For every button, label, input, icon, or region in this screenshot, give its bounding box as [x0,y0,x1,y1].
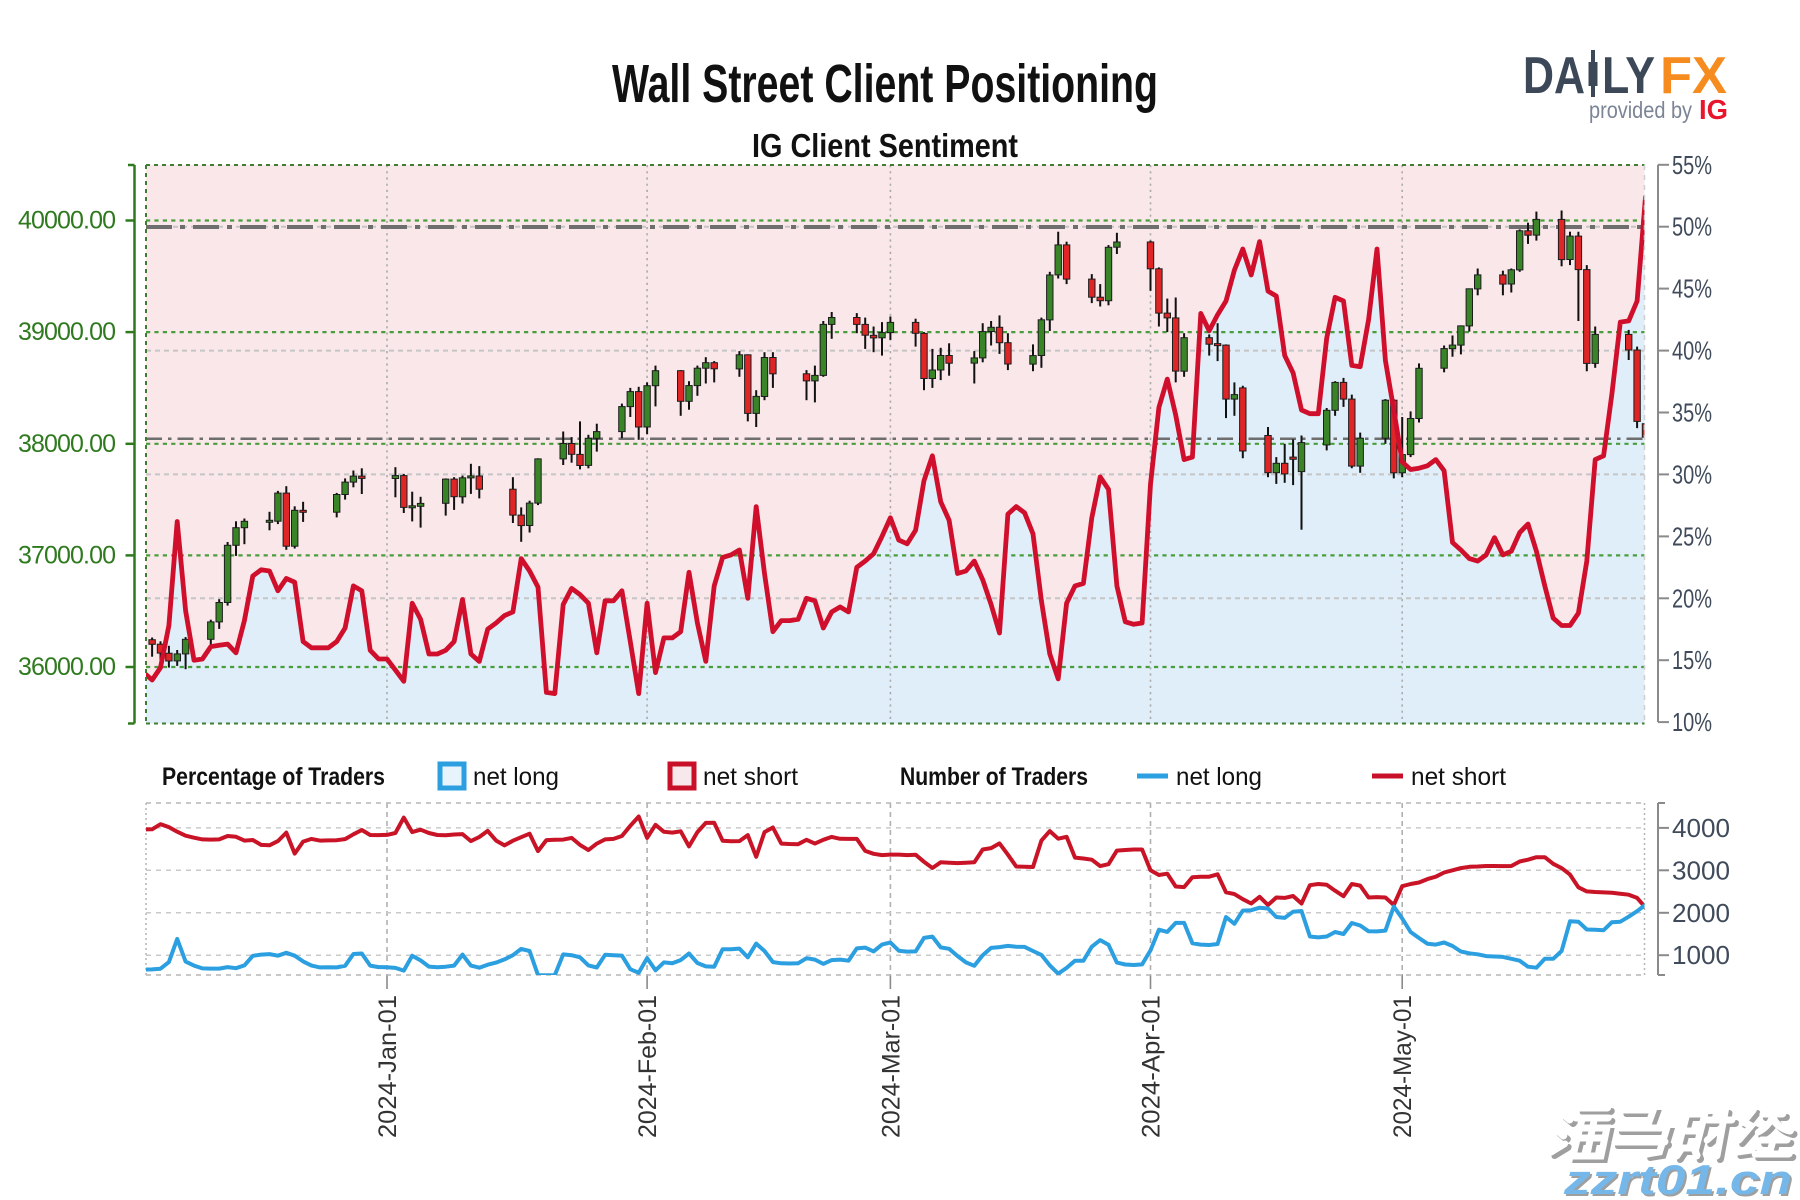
svg-text:50%: 50% [1672,212,1712,242]
svg-text:zzrt01.cn: zzrt01.cn [1565,1158,1794,1200]
svg-text:4000: 4000 [1672,813,1730,843]
svg-text:15%: 15% [1672,645,1712,675]
svg-text:38000.00: 38000.00 [18,430,116,458]
svg-text:DA: DA [1523,47,1585,105]
svg-text:1000: 1000 [1672,940,1730,970]
svg-text:IG Client Sentiment: IG Client Sentiment [752,127,1018,164]
svg-text:55%: 55% [1672,150,1712,180]
svg-text:40000.00: 40000.00 [18,207,116,235]
svg-text:net long: net long [1176,763,1262,791]
svg-text:zzrt01.cn: zzrt01.cn [1563,1156,1792,1200]
svg-text:25%: 25% [1672,521,1712,551]
svg-text:10%: 10% [1672,707,1712,737]
svg-text:36000.00: 36000.00 [18,653,116,681]
svg-text:net long: net long [473,763,559,791]
svg-text:IG: IG [1699,94,1728,125]
svg-text:Number of Traders: Number of Traders [900,763,1088,791]
svg-text:45%: 45% [1672,274,1712,304]
svg-text:3000: 3000 [1672,855,1730,885]
svg-text:2024-Feb-01: 2024-Feb-01 [634,995,662,1138]
svg-text:net short: net short [1411,763,1506,791]
svg-text:40%: 40% [1672,336,1712,366]
svg-text:30%: 30% [1672,459,1712,489]
svg-text:35%: 35% [1672,398,1712,428]
svg-text:2024-Mar-01: 2024-Mar-01 [877,995,905,1138]
svg-text:2024-Jan-01: 2024-Jan-01 [374,995,402,1138]
svg-text:provided by: provided by [1589,97,1692,123]
svg-text:Wall Street Client Positioning: Wall Street Client Positioning [612,54,1158,114]
svg-text:FX: FX [1660,47,1727,105]
svg-text:2000: 2000 [1672,898,1730,928]
svg-text:Percentage of Traders: Percentage of Traders [162,763,385,791]
svg-text:39000.00: 39000.00 [18,318,116,346]
svg-text:37000.00: 37000.00 [18,541,116,569]
svg-text:LY: LY [1602,47,1655,105]
svg-text:2024-May-01: 2024-May-01 [1389,995,1417,1138]
svg-text:net short: net short [703,763,798,791]
svg-text:2024-Apr-01: 2024-Apr-01 [1138,995,1166,1138]
svg-text:20%: 20% [1672,583,1712,613]
